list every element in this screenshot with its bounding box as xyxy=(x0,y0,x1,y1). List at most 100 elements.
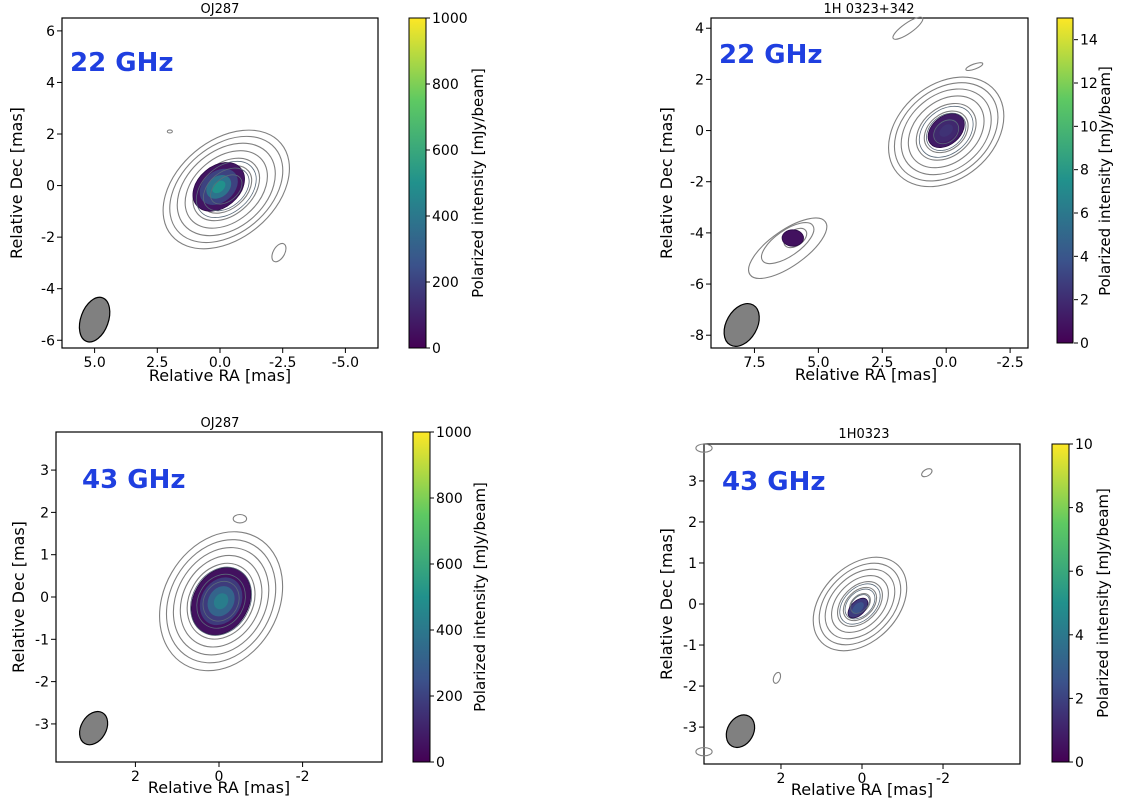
x-tick-label: 5.0 xyxy=(807,355,829,371)
contour-line xyxy=(839,583,881,625)
stokes-i-contours xyxy=(695,443,933,757)
y-axis-ticks: -6 -4 -2 0 2 4 6 xyxy=(41,24,62,349)
x-tick-label: 2.5 xyxy=(146,355,168,371)
x-tick-label: -2.5 xyxy=(996,355,1023,371)
contour-line xyxy=(184,150,268,229)
contour-line xyxy=(232,513,248,524)
y-axis-label: Relative Dec [mas] xyxy=(7,107,26,259)
contour-line xyxy=(179,554,263,648)
x-tick-label: 2.5 xyxy=(871,355,893,371)
y-tick-label: 1 xyxy=(40,548,49,564)
colorbar-tick-label: 1000 xyxy=(432,11,468,27)
frequency-label: 43 GHz xyxy=(82,465,185,495)
y-tick-label: 0 xyxy=(688,597,697,613)
y-tick-label: 0 xyxy=(46,179,55,195)
x-axis-ticks: 7.5 5.0 2.5 0.0 -2.5 xyxy=(743,348,1024,371)
y-tick-label: 3 xyxy=(688,474,697,490)
contour-line xyxy=(695,443,713,453)
colorbar-tick-label: 400 xyxy=(436,623,463,639)
y-tick-label: 4 xyxy=(695,21,704,37)
beam-shape xyxy=(723,303,760,347)
contour-line xyxy=(893,82,999,182)
x-tick-label: 0.0 xyxy=(209,355,231,371)
colorbar-tick-label: 0 xyxy=(436,755,445,771)
colorbar-tick-label: 4 xyxy=(1075,628,1084,644)
beam-ellipse xyxy=(725,714,756,749)
contour-line xyxy=(831,575,889,633)
contour-line xyxy=(837,581,883,627)
contour-line xyxy=(772,671,782,684)
contour-line xyxy=(915,102,977,161)
colorbar-label: Polarized intensity [mJy/beam] xyxy=(1094,488,1112,718)
contour-line xyxy=(760,222,815,265)
frequency-label: 22 GHz xyxy=(719,40,822,70)
y-tick-label: -1 xyxy=(683,638,697,654)
y-tick-label: -2 xyxy=(683,679,697,695)
contour-line xyxy=(824,568,896,640)
colorbar-tick-label: 8 xyxy=(1080,163,1089,179)
plot-frame xyxy=(710,17,1029,349)
contour-line xyxy=(850,594,870,614)
frequency-label: 22 GHz xyxy=(70,48,173,78)
contour-line xyxy=(169,135,284,244)
y-tick-label: 2 xyxy=(40,505,49,521)
colorbar xyxy=(1051,443,1070,763)
colorbar-tick-label: 10 xyxy=(1075,437,1093,453)
contour-line xyxy=(172,547,270,656)
x-tick-label: 7.5 xyxy=(743,355,765,371)
x-tick-label: 0 xyxy=(858,771,867,787)
y-tick-label: -1 xyxy=(35,632,49,648)
colorbar-tick-label: 800 xyxy=(432,77,459,93)
colorbar xyxy=(408,17,427,349)
x-tick-label: 5.0 xyxy=(83,355,105,371)
contour-line xyxy=(844,588,876,620)
y-tick-label: 4 xyxy=(46,75,55,91)
colorbar xyxy=(1056,17,1074,344)
colorbar-tick-label: 12 xyxy=(1080,76,1098,92)
y-tick-label: -8 xyxy=(690,328,704,344)
contour-line xyxy=(921,468,933,478)
colorbar-ticks: 0 2 4 6 8 10 12 14 xyxy=(1074,33,1098,352)
contour-line xyxy=(926,112,967,151)
colorbar-tick-label: 2 xyxy=(1080,293,1089,309)
y-tick-label: -4 xyxy=(690,226,704,242)
polarized-intensity-map xyxy=(781,105,974,247)
colorbar-ticks: 0 200 400 600 800 1000 xyxy=(430,425,472,771)
panel-title: OJ287 xyxy=(201,416,240,431)
y-axis-ticks: -8 -6 -4 -2 0 2 4 xyxy=(690,21,711,344)
x-tick-label: -2.5 xyxy=(269,355,296,371)
panel-title: 1H0323 xyxy=(838,427,889,442)
x-tick-label: -2 xyxy=(936,771,950,787)
colorbar-tick-label: 10 xyxy=(1080,119,1098,135)
panel-title: 1H 0323+342 xyxy=(824,2,915,17)
contour-line xyxy=(166,129,173,134)
y-tick-label: -3 xyxy=(35,717,49,733)
y-tick-label: 2 xyxy=(46,127,55,143)
polarized-intensity-map xyxy=(190,566,253,636)
x-tick-label: 2 xyxy=(777,771,786,787)
panel-oj287-43ghz: OJ287 43 GHz 2 0 -2 -3 -2 -1 0 1 2 3 Relative RA… xyxy=(9,416,489,797)
colorbar-tick-label: 14 xyxy=(1080,33,1098,49)
polarized-intensity-level xyxy=(852,602,864,615)
x-axis-ticks: 5.0 2.5 0.0 -2.5 -5.0 xyxy=(83,348,359,371)
colorbar-tick-label: 4 xyxy=(1080,249,1089,265)
colorbar-tick-label: 600 xyxy=(436,557,463,573)
contour-line xyxy=(900,88,992,176)
y-axis-ticks: -3 -2 -1 0 1 2 3 xyxy=(683,474,704,736)
contour-line xyxy=(195,160,257,218)
contour-line xyxy=(812,556,908,652)
polarized-intensity-level xyxy=(213,593,229,610)
polarized-intensity-level xyxy=(939,124,953,137)
colorbar-tick-label: 6 xyxy=(1075,564,1084,580)
y-tick-label: 2 xyxy=(688,515,697,531)
colorbar-tick-label: 400 xyxy=(432,209,459,225)
contour-line xyxy=(892,16,924,40)
contour-line xyxy=(907,95,985,169)
y-tick-label: -6 xyxy=(690,277,704,293)
contour-line xyxy=(176,142,276,237)
contour-line xyxy=(271,242,287,263)
x-tick-label: -2 xyxy=(296,769,310,785)
contour-line xyxy=(186,562,256,640)
contour-line xyxy=(202,580,240,622)
